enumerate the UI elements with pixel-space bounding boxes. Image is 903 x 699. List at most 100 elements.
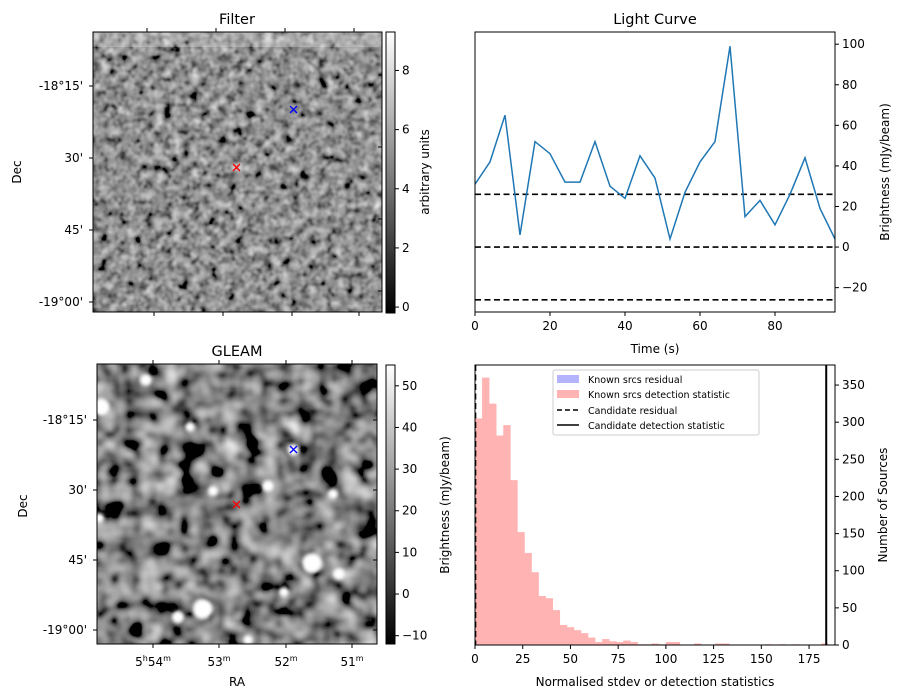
histogram-bar [651, 643, 659, 645]
filter-ylabel: Dec [10, 160, 24, 183]
gleam-ytick: -18°15' [43, 413, 87, 427]
filter-colorbar [385, 31, 396, 314]
xtick-label: 60 [692, 319, 707, 333]
filter-right-ticks [378, 74, 382, 292]
histogram-bar [545, 598, 553, 645]
light-curve-yticks: −20 0 20 40 60 80 100 [835, 37, 867, 295]
ytick-label: −20 [842, 281, 867, 295]
gleam-xtick: 53m [207, 654, 230, 669]
histogram-bar [482, 377, 490, 645]
xtick-label: 50 [563, 652, 578, 666]
histogram-bar [552, 610, 561, 645]
ytick-label: 100 [842, 564, 865, 578]
light-curve-ylabel: Brightness (mJy/beam) [878, 103, 892, 241]
colorbar-tick-label: −10 [402, 629, 427, 643]
filter-image-band [93, 32, 382, 47]
gleam-colorbar [385, 364, 396, 645]
gleam-known-source-marker [289, 445, 298, 454]
ytick-label: 20 [842, 199, 857, 213]
ytick-label: 100 [842, 37, 865, 51]
light-curve-title: Light Curve [613, 12, 697, 28]
histogram-legend: Known srcs residual Known srcs detection… [552, 369, 760, 436]
ytick-label: 0 [842, 240, 850, 254]
gleam-image [97, 364, 377, 644]
filter-candidate-marker [232, 163, 241, 172]
ytick-label: 250 [842, 452, 865, 466]
legend-label: Known srcs residual [588, 375, 682, 386]
gleam-frame [96, 363, 378, 645]
histogram-bar [496, 435, 504, 645]
light-curve-frame [474, 31, 836, 313]
filter-colorbar-label: arbitrary units [418, 129, 432, 215]
gleam-colorbar-label: Brightness (mJy/beam) [438, 436, 452, 574]
histogram-bar [623, 640, 631, 645]
xtick-label: 80 [767, 319, 782, 333]
filter-ytick: 30' [64, 151, 83, 165]
histogram-bar [538, 595, 546, 645]
histogram-bar [693, 643, 702, 645]
histogram-xlabel: Normalised stdev or detection statistics [536, 675, 775, 689]
gleam-bottom-ticks [152, 644, 353, 648]
histogram-panel: 0 25 50 75 100 125 150 175 0 50 100 150 200 250 300 35… [471, 364, 890, 689]
xtick-label: 75 [611, 652, 626, 666]
gleam-left-ticks [93, 419, 97, 631]
colorbar-tick-label: 0 [402, 587, 410, 601]
histogram-bar [517, 532, 525, 645]
histogram-bar [821, 643, 829, 645]
histogram-bar [672, 642, 681, 645]
histogram-bar [715, 643, 723, 645]
colorbar-tick-label: 2 [402, 241, 410, 255]
ytick-label: 80 [842, 78, 857, 92]
histogram-bar [602, 639, 610, 645]
histogram-candidate-lines [474, 365, 828, 645]
ytick-label: 300 [842, 415, 865, 429]
gleam-xlabel: RA [229, 675, 246, 689]
colorbar-tick-label: 4 [402, 182, 410, 196]
gleam-ytick: 45' [68, 553, 87, 567]
histogram-bar [722, 643, 730, 645]
light-curve-threshold-lines [475, 193, 835, 301]
histogram-bar [588, 637, 596, 645]
histogram-bar [580, 633, 589, 645]
colorbar-tick-label: 30 [402, 462, 417, 476]
histogram-bar [566, 627, 575, 645]
xtick-label: 20 [542, 319, 557, 333]
histogram-bar [524, 552, 532, 645]
gleam-top-ticks [152, 360, 353, 364]
gleam-ytick: 30' [68, 483, 87, 497]
colorbar-tick-label: 8 [402, 63, 410, 77]
gleam-ytick: -19°00' [43, 623, 87, 637]
ytick-label: 50 [842, 601, 857, 615]
ytick-label: 350 [842, 378, 865, 392]
legend-label: Candidate residual [588, 406, 677, 417]
filter-ytick: -18°15' [39, 79, 83, 93]
filter-known-source-marker [289, 105, 298, 114]
light-curve-xlabel: Time (s) [630, 342, 680, 356]
colorbar-tick-label: 40 [402, 420, 417, 434]
filter-image-frame [92, 31, 383, 313]
legend-label: Candidate detection statistic [588, 421, 725, 432]
colorbar-tick-label: 6 [402, 123, 410, 137]
gleam-panel: GLEAM [16, 344, 452, 689]
filter-bottom-ticks [153, 312, 360, 316]
histogram-bar [665, 642, 674, 645]
filter-panel: Filter -18°15' 30' 45' -19°00' Dec [10, 12, 432, 316]
histogram-bar [595, 642, 603, 645]
filter-left-ticks [89, 85, 93, 303]
histogram-bar [630, 642, 638, 645]
light-curve-panel: Light Curve 0 20 40 60 80 −20 0 20 40 60 80 100 Ti… [471, 12, 892, 356]
xtick-label: 150 [750, 652, 773, 666]
histogram-bar [559, 624, 568, 645]
histogram-frame [474, 364, 836, 646]
xtick-label: 0 [471, 319, 479, 333]
xtick-label: 40 [617, 319, 632, 333]
gleam-ylabel: Dec [16, 494, 30, 517]
ytick-label: 60 [842, 118, 857, 132]
gleam-xtick: 51m [340, 654, 363, 669]
filter-ytick: 45' [64, 223, 83, 237]
gleam-candidate-marker [232, 500, 241, 509]
filter-top-ticks [146, 28, 355, 32]
ytick-label: 0 [842, 638, 850, 652]
ytick-label: 40 [842, 159, 857, 173]
gleam-title: GLEAM [212, 344, 263, 360]
